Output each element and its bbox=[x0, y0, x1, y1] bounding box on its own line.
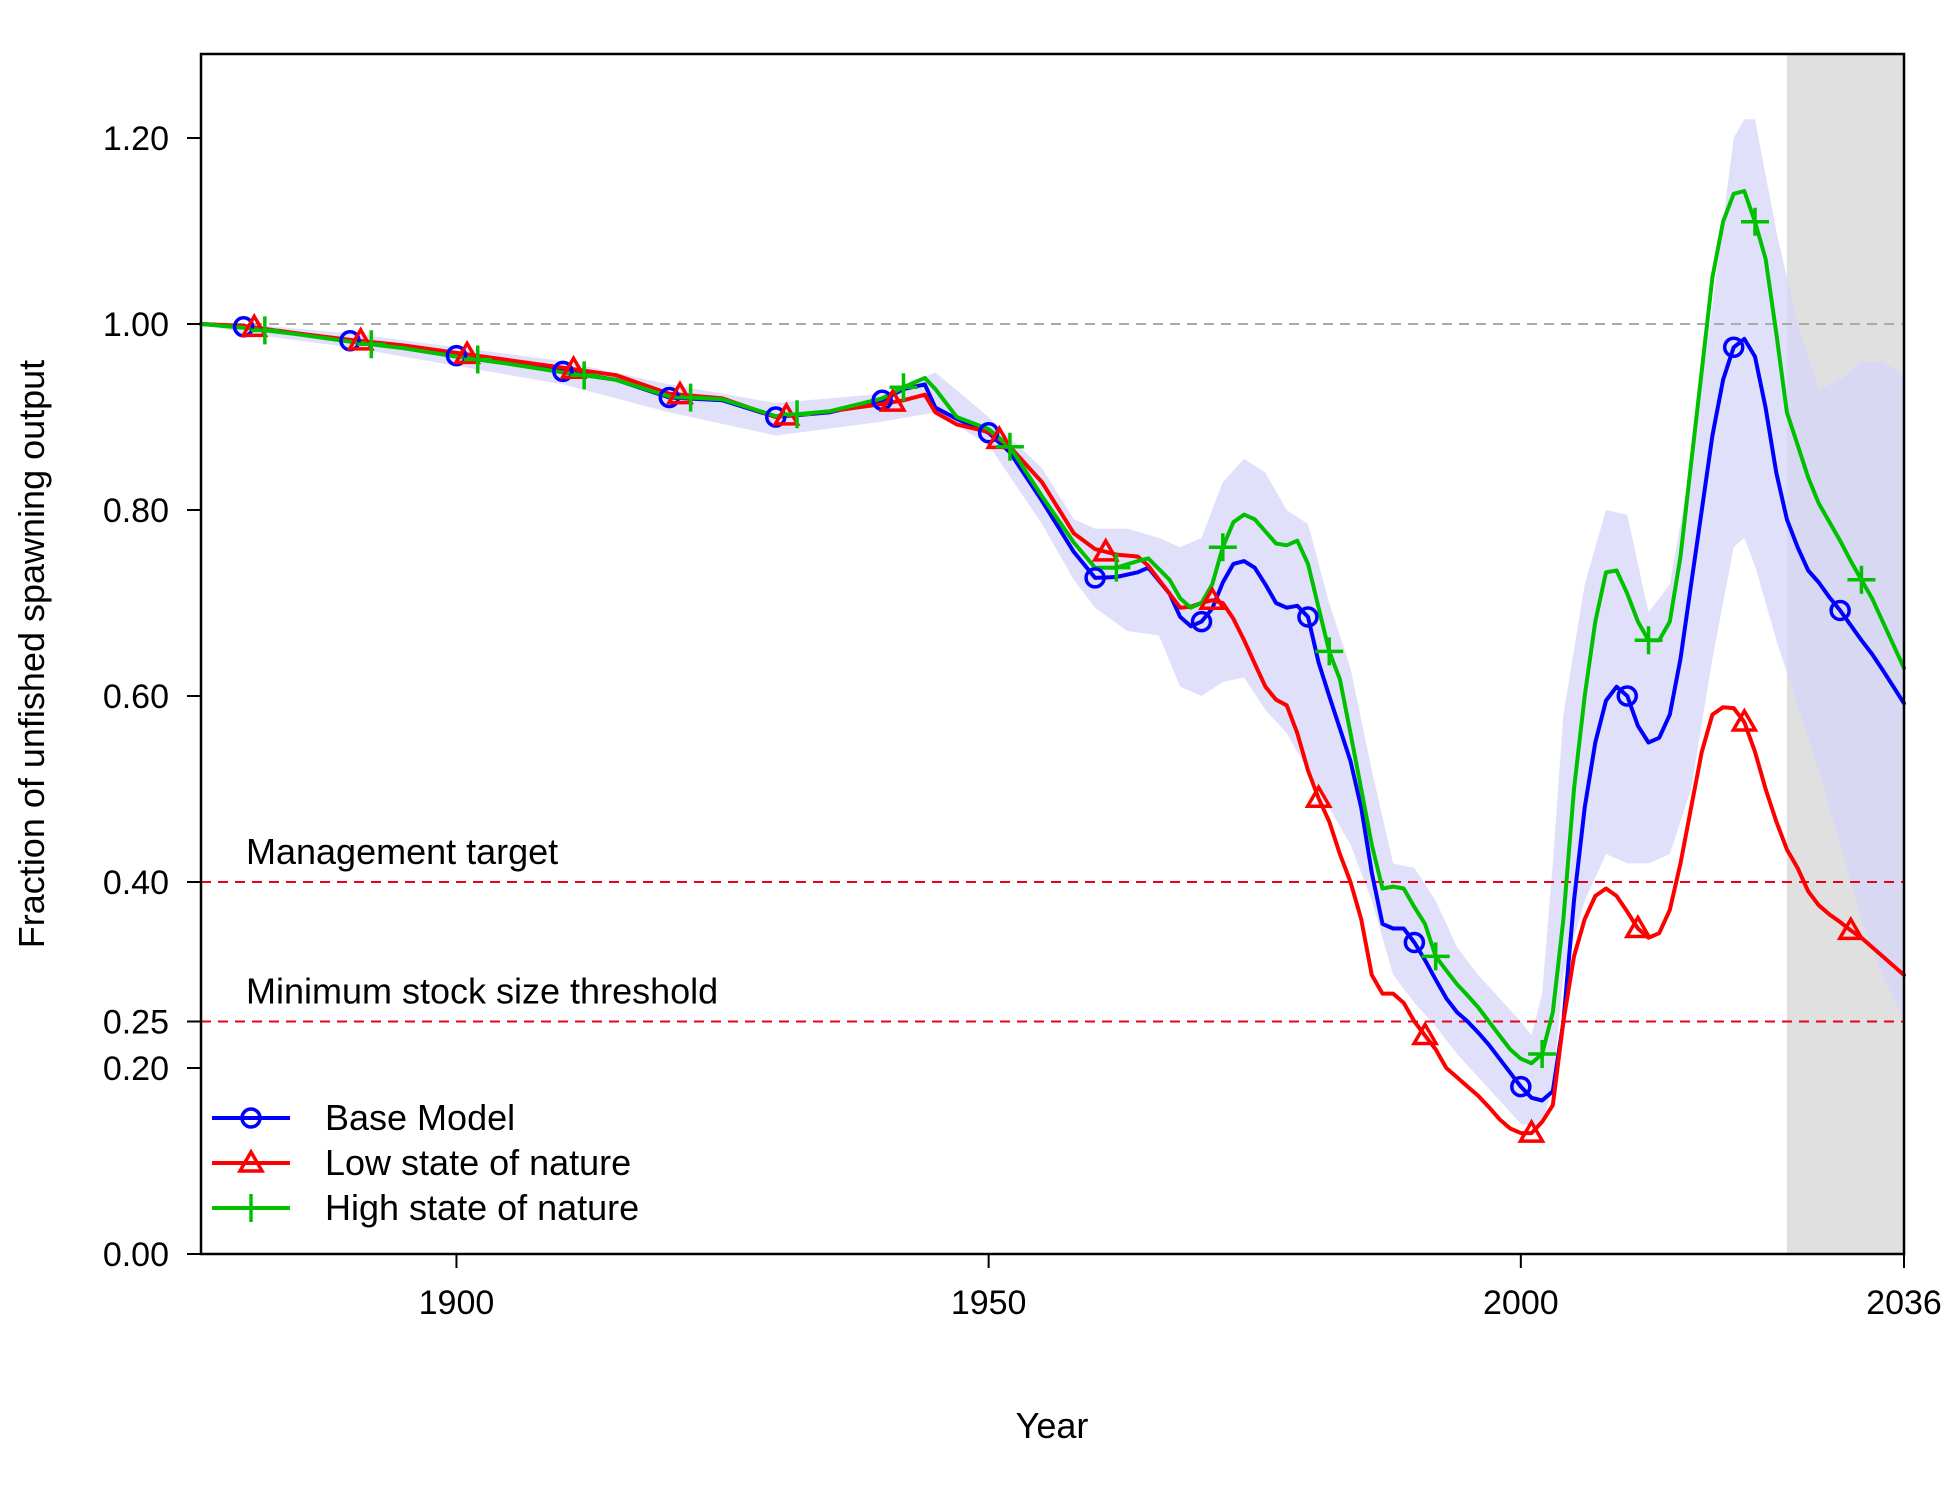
series-point bbox=[889, 373, 918, 402]
series-point bbox=[463, 345, 492, 374]
confidence-band bbox=[201, 119, 1904, 1126]
series-point bbox=[1198, 585, 1227, 610]
y-tick-label: 1.00 bbox=[103, 306, 169, 344]
x-tick-label: 1900 bbox=[419, 1284, 495, 1322]
legend-label: High state of nature bbox=[325, 1187, 639, 1228]
y-tick-label: 0.20 bbox=[103, 1050, 169, 1088]
series-point bbox=[1528, 1040, 1557, 1069]
series-point bbox=[676, 383, 705, 412]
series-point bbox=[1510, 1075, 1532, 1098]
series-point bbox=[1623, 914, 1652, 939]
series-point bbox=[1084, 567, 1106, 589]
series-point bbox=[453, 339, 482, 365]
series-point bbox=[1410, 1020, 1440, 1046]
legend-label: Base Model bbox=[325, 1097, 515, 1138]
legend-label: Low state of nature bbox=[325, 1142, 631, 1183]
y-axis: 0.00 0.20 0.25 0.40 0.60 0.80 1.00 1.20 bbox=[103, 120, 202, 1274]
x-axis-title: Year bbox=[1016, 1405, 1089, 1446]
series-point bbox=[765, 406, 787, 428]
y-tick-label: 0.80 bbox=[103, 492, 169, 530]
legend-marker bbox=[240, 1107, 262, 1129]
y-tick-label: 0.60 bbox=[103, 678, 169, 716]
series-point bbox=[1616, 685, 1639, 707]
series-point bbox=[1091, 537, 1120, 562]
series-line bbox=[199, 322, 1906, 1103]
series-point bbox=[1190, 610, 1213, 633]
x-tick-label: 2000 bbox=[1483, 1284, 1559, 1322]
y-axis-title: Fraction of unfished spawning output bbox=[11, 360, 52, 948]
series-point bbox=[1517, 1118, 1546, 1143]
series-point bbox=[1315, 637, 1344, 666]
series-point bbox=[250, 316, 279, 345]
series-point bbox=[552, 360, 574, 383]
reference-line-label: Management target bbox=[246, 831, 558, 872]
series-point bbox=[1730, 707, 1759, 732]
y-tick-label: 0.00 bbox=[103, 1236, 169, 1274]
y-tick-label: 1.20 bbox=[103, 120, 169, 158]
series-markers bbox=[232, 207, 1876, 1143]
series-point bbox=[1847, 565, 1876, 594]
series-point bbox=[1403, 931, 1426, 954]
series-point bbox=[1304, 783, 1333, 809]
series-point bbox=[1740, 207, 1769, 236]
x-axis: 1900 1950 2000 2036 bbox=[419, 1253, 1942, 1322]
series-point bbox=[240, 312, 269, 338]
series-point bbox=[1634, 626, 1663, 655]
x-tick-label: 2036 bbox=[1866, 1284, 1942, 1322]
series-point bbox=[1836, 915, 1865, 941]
series-line bbox=[199, 322, 1906, 1136]
reference-line-label: Minimum stock size threshold bbox=[246, 971, 718, 1012]
confidence-band-area bbox=[201, 119, 1904, 1126]
legend-marker bbox=[236, 1148, 266, 1173]
series-point bbox=[570, 361, 599, 390]
series-point bbox=[783, 400, 812, 429]
y-tick-label: 0.40 bbox=[103, 864, 169, 902]
series-point bbox=[1102, 553, 1131, 582]
series-point bbox=[995, 432, 1024, 461]
series-point bbox=[357, 330, 386, 359]
series-point bbox=[445, 344, 468, 367]
x-tick-label: 1950 bbox=[951, 1284, 1027, 1322]
reference-lines: Management target Minimum stock size thre… bbox=[201, 323, 1904, 1023]
series-point bbox=[1297, 606, 1319, 628]
series-point bbox=[665, 380, 695, 405]
series-point bbox=[559, 354, 588, 379]
series-point bbox=[1722, 336, 1745, 358]
series-line bbox=[199, 189, 1906, 1066]
series-lines bbox=[199, 189, 1906, 1136]
series-point bbox=[346, 326, 375, 351]
y-tick-label: 0.25 bbox=[103, 1004, 169, 1042]
series-point bbox=[878, 387, 907, 412]
series-point bbox=[1829, 599, 1851, 622]
legend-marker bbox=[237, 1194, 265, 1222]
series-point bbox=[1421, 942, 1450, 971]
series-point bbox=[1208, 533, 1237, 562]
